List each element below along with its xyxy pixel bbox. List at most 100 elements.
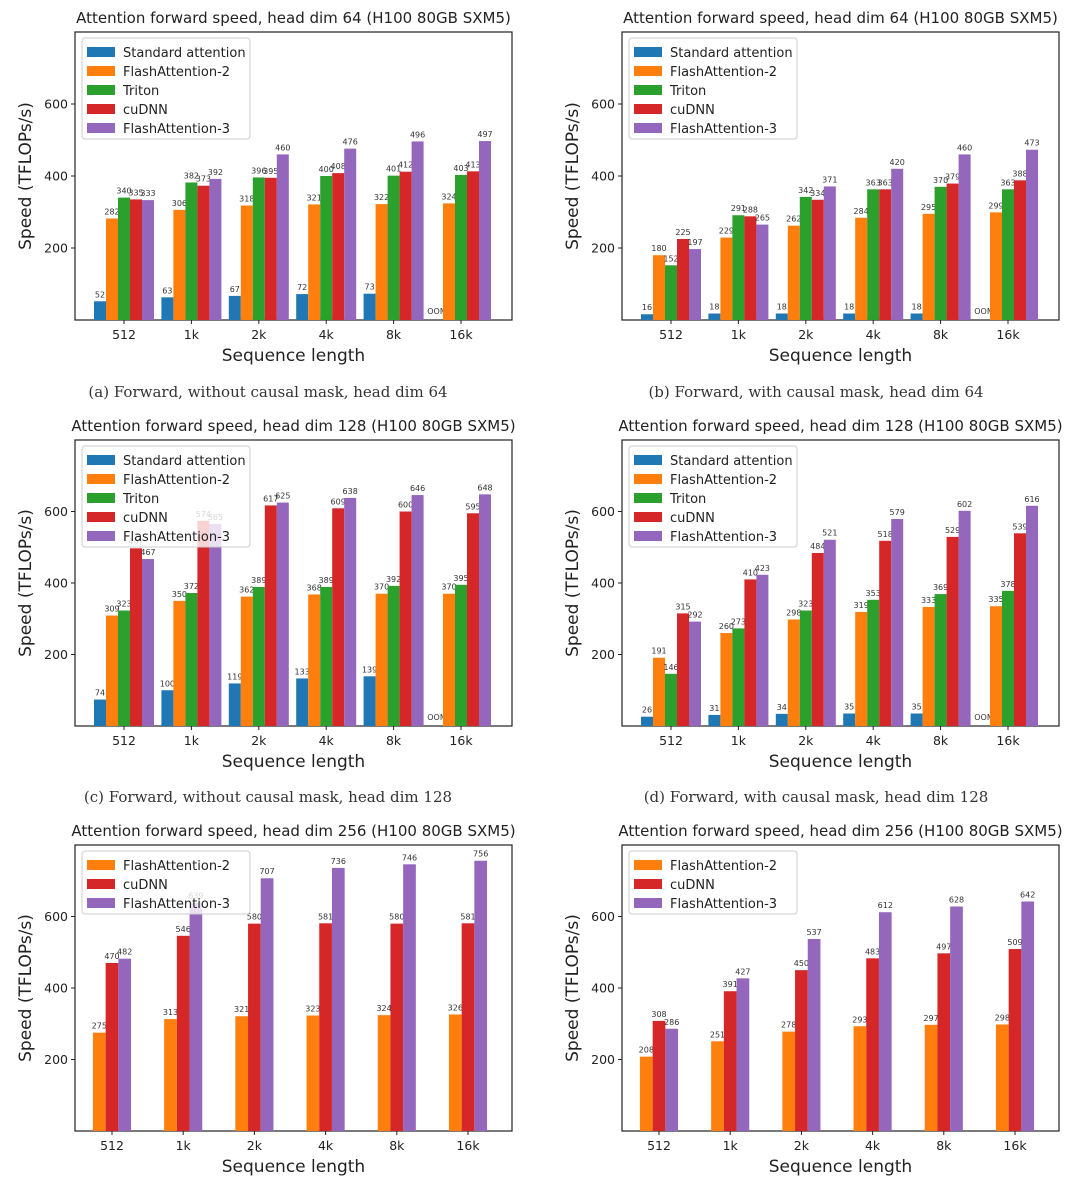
chart-title: Attention forward speed, head dim 256 (H… (71, 822, 515, 840)
x-axis-label: Sequence length (769, 752, 912, 772)
legend-entry: Standard attention (670, 46, 793, 61)
legend-entry: FlashAttention-3 (670, 122, 777, 137)
subfigure-caption: (c) Forward, without causal mask, head d… (84, 788, 452, 806)
data-label: 323 (116, 600, 131, 609)
bar-triton-1k (185, 593, 198, 726)
data-label: 333 (140, 189, 155, 198)
bar-cudnn-1k (723, 991, 737, 1131)
data-label: 401 (386, 165, 401, 174)
legend: Standard attention FlashAttention-2 Triton… (81, 445, 251, 548)
bar-flashattention-2-1k (720, 237, 733, 320)
legend: Standard attention FlashAttention-2 Triton… (628, 37, 798, 140)
bar-triton-8k (934, 594, 947, 726)
bar-flashattention-2-2k (240, 205, 253, 320)
data-label: 262 (786, 215, 801, 224)
legend-box (81, 445, 251, 548)
data-label: 273 (731, 617, 746, 626)
bar-cudnn-4k (879, 540, 892, 726)
bar-flashattention-2-2k (235, 1016, 249, 1131)
y-tick-label: 400 (591, 169, 615, 184)
data-label: 333 (921, 596, 936, 605)
data-label: 497 (477, 130, 492, 139)
data-label: 73 (365, 283, 375, 292)
bar-standard-attention-2k (775, 313, 788, 320)
data-label: 370 (933, 176, 948, 185)
data-label: 616 (1024, 495, 1039, 504)
data-label: 612 (878, 901, 893, 910)
data-label: 318 (239, 195, 254, 204)
bar-flashattention-3-512 (689, 621, 701, 726)
bar-flashattention-2-4k (855, 217, 868, 320)
x-tick-label: 8k (933, 733, 949, 748)
data-label: 282 (104, 207, 119, 216)
legend-swatch (87, 474, 115, 484)
bar-cudnn-16k (467, 513, 479, 726)
x-tick-label: 1k (184, 733, 200, 748)
data-label: 335 (988, 595, 1003, 604)
data-label: 427 (735, 967, 750, 976)
bar-triton-2k (799, 196, 812, 320)
bar-flashattention-3-1k (756, 574, 769, 726)
data-label: 395 (263, 167, 278, 176)
data-label: 413 (465, 160, 480, 169)
data-label: 450 (794, 959, 809, 968)
bar-triton-16k (455, 584, 467, 726)
legend-swatch (87, 879, 115, 889)
data-label: 324 (376, 1004, 391, 1013)
bar-flashattention-3-4k (891, 519, 904, 726)
legend: Standard attention FlashAttention-2 Triton… (81, 37, 251, 140)
bar-cudnn-2k (248, 923, 261, 1131)
legend: FlashAttention-2 cuDNN FlashAttention-3 (81, 850, 251, 915)
x-axis-label: Sequence length (222, 1157, 365, 1177)
legend-swatch (87, 531, 115, 541)
y-axis-label: Speed (TFLOPs/s) (563, 509, 583, 657)
data-label: 368 (307, 583, 322, 592)
bar-flashattention-2-512 (639, 1056, 653, 1131)
bar-cudnn-1k (176, 935, 190, 1131)
data-label: 363 (866, 178, 881, 187)
legend-entry: FlashAttention-2 (670, 859, 777, 874)
data-label: 251 (710, 1030, 725, 1039)
y-tick-label: 600 (44, 504, 68, 519)
data-label: 324 (441, 192, 456, 201)
data-label: 35 (912, 702, 922, 711)
data-label: 133 (295, 667, 310, 676)
x-tick-label: 4k (866, 733, 882, 748)
x-tick-label: 16k (1003, 1138, 1027, 1153)
bar-standard-attention-512 (94, 301, 106, 320)
y-tick-label: 200 (44, 1052, 68, 1067)
data-label: 546 (176, 925, 191, 934)
data-label: 646 (410, 484, 425, 493)
bar-flashattention-3-2k (276, 502, 289, 726)
bar-flashattention-3-512 (118, 958, 132, 1131)
bar-triton-2k (252, 177, 265, 320)
data-label: 391 (723, 980, 738, 989)
data-label: 648 (477, 483, 492, 492)
legend-swatch (634, 455, 662, 465)
bar-triton-8k (387, 175, 400, 320)
data-label: 308 (651, 1010, 666, 1019)
legend-entry: FlashAttention-2 (670, 65, 777, 80)
x-tick-label: 2k (251, 327, 267, 342)
bar-flashattention-3-512 (142, 200, 154, 320)
bar-flashattention-2-4k (855, 611, 868, 726)
legend: Standard attention FlashAttention-2 Triton… (628, 445, 798, 548)
x-tick-label: 512 (659, 733, 683, 748)
data-label: 378 (1000, 580, 1015, 589)
bar-flashattention-3-4k (878, 912, 892, 1131)
bar-standard-attention-8k (910, 313, 923, 320)
legend-swatch (634, 860, 662, 870)
x-axis-label: Sequence length (769, 1157, 912, 1177)
bar-flashattention-2-2k (782, 1031, 796, 1131)
data-label: 400 (319, 165, 334, 174)
x-tick-label: 1k (184, 327, 200, 342)
bar-flashattention-3-4k (331, 867, 345, 1131)
legend-swatch (634, 123, 662, 133)
data-label: 298 (786, 608, 801, 617)
bar-cudnn-4k (879, 189, 892, 320)
bar-flashattention-2-512 (653, 657, 665, 726)
data-label: 707 (259, 867, 274, 876)
legend-box (81, 37, 251, 140)
data-label: 67 (230, 285, 240, 294)
bar-standard-attention-8k (363, 676, 376, 726)
